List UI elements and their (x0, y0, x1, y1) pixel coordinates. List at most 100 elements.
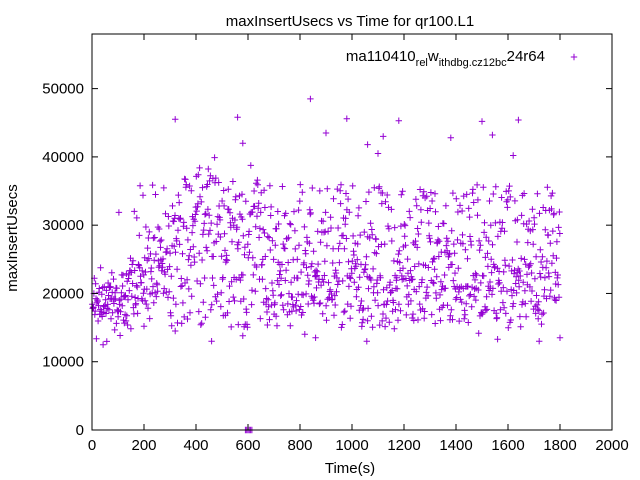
data-point (432, 320, 439, 327)
x-tick-label: 200 (131, 437, 156, 454)
data-point (327, 224, 335, 232)
data-point (97, 264, 104, 271)
data-point (193, 207, 200, 215)
data-point (295, 242, 303, 249)
data-point (448, 227, 455, 234)
data-point (350, 251, 358, 259)
data-point (407, 297, 415, 305)
data-point (381, 240, 388, 248)
data-point (510, 152, 517, 159)
data-point (181, 313, 188, 321)
data-point (384, 191, 391, 199)
data-point (383, 284, 390, 291)
data-point (228, 278, 235, 285)
data-point (307, 263, 315, 270)
data-point (480, 229, 488, 236)
data-point (369, 265, 377, 273)
data-point (374, 150, 382, 157)
data-point (542, 226, 549, 233)
data-point (322, 302, 330, 309)
data-point (342, 190, 350, 197)
data-point (278, 261, 286, 268)
data-point (106, 284, 113, 291)
data-point (217, 303, 224, 310)
data-point (488, 269, 495, 276)
data-point (395, 117, 402, 124)
data-point (547, 192, 555, 200)
y-tick-label: 10000 (42, 354, 84, 371)
data-point (459, 231, 466, 239)
data-point (158, 267, 165, 274)
data-point (257, 315, 264, 322)
data-point (99, 284, 106, 291)
legend-label-part-1: ma110410 (346, 48, 416, 65)
data-point (502, 310, 509, 317)
axis-ticks: 0 200 400 600 800 1000 1200 1400 1600 1800 2000010… (42, 34, 629, 454)
data-point (305, 300, 312, 308)
data-point (140, 290, 147, 297)
data-point (274, 208, 281, 215)
data-point (345, 283, 353, 290)
data-point (148, 275, 155, 283)
data-point (395, 301, 403, 308)
data-point (364, 141, 371, 148)
data-point (499, 219, 506, 226)
data-point (139, 267, 146, 275)
data-point (329, 296, 336, 303)
data-point (109, 309, 116, 316)
data-point (513, 289, 520, 297)
data-point (220, 187, 227, 194)
data-point (379, 310, 387, 318)
data-point (532, 310, 539, 317)
data-point (344, 195, 352, 203)
legend-label-part-5: c (501, 57, 507, 69)
data-point (530, 214, 538, 221)
data-point (525, 263, 532, 271)
data-point (556, 334, 564, 341)
data-point (541, 286, 548, 293)
data-point (416, 300, 423, 308)
data-point (302, 290, 310, 298)
data-point (517, 323, 524, 330)
data-point (282, 210, 289, 217)
data-point (252, 288, 259, 295)
data-point (357, 302, 364, 309)
data-point (413, 202, 420, 209)
data-point (277, 267, 284, 275)
data-point (483, 234, 490, 241)
data-point (233, 224, 241, 231)
x-tick-label: 1400 (439, 437, 472, 454)
data-point (427, 238, 434, 246)
data-point (107, 283, 114, 290)
data-point (111, 289, 119, 296)
data-point (407, 267, 414, 274)
data-point (241, 244, 249, 251)
data-point (339, 321, 346, 328)
data-point (150, 234, 157, 242)
data-point (160, 184, 167, 192)
data-point (136, 182, 144, 189)
data-point (482, 254, 489, 261)
data-point (188, 229, 196, 236)
data-point (530, 241, 537, 248)
data-point (187, 262, 195, 269)
data-point (316, 187, 323, 195)
data-point (143, 285, 150, 293)
data-point (472, 296, 479, 304)
data-point (395, 250, 402, 258)
data-point (313, 284, 320, 292)
data-point (380, 286, 387, 293)
data-point (510, 300, 517, 307)
data-point (409, 276, 416, 283)
data-point (469, 186, 477, 193)
data-point (141, 297, 149, 304)
data-point (146, 315, 153, 322)
data-point (488, 291, 496, 298)
data-point (273, 225, 280, 232)
data-point (311, 293, 318, 301)
data-point (240, 232, 247, 239)
data-point (104, 279, 112, 287)
data-point (423, 193, 430, 200)
data-point (486, 197, 493, 205)
data-point (442, 202, 450, 209)
